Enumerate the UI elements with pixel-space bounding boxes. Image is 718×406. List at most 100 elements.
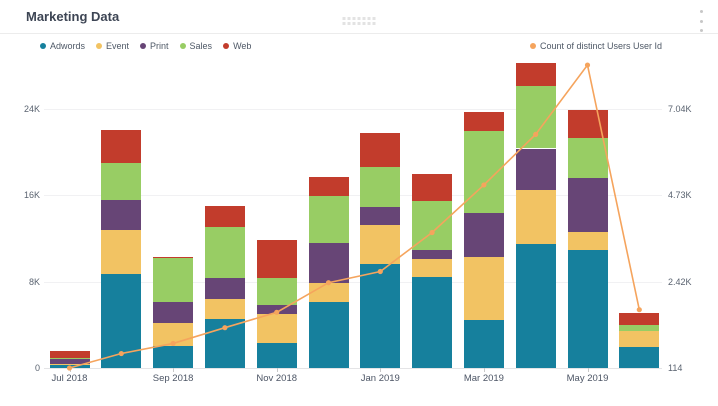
bar-segment-web[interactable] bbox=[463, 111, 504, 132]
legend-item-adwords[interactable]: Adwords bbox=[40, 41, 85, 51]
legend-label: Print bbox=[150, 41, 169, 51]
bar-segment-sales[interactable] bbox=[360, 166, 401, 207]
legend-item-event[interactable]: Event bbox=[96, 41, 129, 51]
line-point[interactable] bbox=[325, 280, 332, 286]
bar-segment-print[interactable] bbox=[204, 278, 245, 299]
gridline bbox=[44, 281, 662, 283]
bar-segment-adwords[interactable] bbox=[412, 277, 453, 368]
bar-segment-sales[interactable] bbox=[308, 196, 349, 243]
bar-segment-web[interactable] bbox=[256, 240, 297, 279]
legend-dot-icon bbox=[529, 43, 536, 49]
legend-label: Sales bbox=[189, 41, 213, 51]
x-axis-tick bbox=[380, 368, 382, 372]
bar-segment-print[interactable] bbox=[463, 213, 504, 257]
legend-label: Adwords bbox=[50, 41, 86, 51]
bar-segment-event[interactable] bbox=[619, 331, 660, 348]
gridline bbox=[44, 108, 662, 110]
bar-segment-event[interactable] bbox=[463, 256, 504, 321]
line-point[interactable] bbox=[274, 309, 280, 315]
bar-segment-adwords[interactable] bbox=[515, 243, 556, 368]
bar-segment-adwords[interactable] bbox=[360, 264, 401, 368]
bar-segment-print[interactable] bbox=[256, 305, 297, 314]
kebab-menu-icon[interactable] bbox=[696, 10, 706, 32]
x-axis-tick-label: Jul 2018 bbox=[51, 373, 88, 384]
bar-segment-print[interactable] bbox=[515, 148, 556, 190]
bar-segment-sales[interactable] bbox=[153, 257, 194, 303]
bar-segment-print[interactable] bbox=[308, 242, 349, 283]
bar-segment-event[interactable] bbox=[515, 189, 556, 244]
line-point[interactable] bbox=[118, 350, 124, 357]
line-point[interactable] bbox=[66, 365, 73, 371]
line-point[interactable] bbox=[222, 325, 228, 331]
line-point[interactable] bbox=[481, 182, 487, 188]
legend-item-count-of-distinct-users-user-id[interactable]: Count of distinct Users User Id bbox=[529, 41, 662, 51]
bar-segment-web[interactable] bbox=[360, 133, 401, 167]
bar-segment-print[interactable] bbox=[412, 250, 453, 259]
bar-segment-event[interactable] bbox=[567, 231, 608, 251]
line-point[interactable] bbox=[584, 62, 591, 68]
x-axis-tick-label: Nov 2018 bbox=[256, 373, 298, 384]
x-axis-line bbox=[44, 368, 662, 369]
bar-segment-web[interactable] bbox=[515, 63, 556, 86]
legend-label: Web bbox=[233, 41, 252, 51]
line-point[interactable] bbox=[170, 340, 176, 347]
bar-segment-event[interactable] bbox=[256, 313, 297, 344]
line-point[interactable] bbox=[429, 229, 435, 236]
bar-segment-event[interactable] bbox=[412, 258, 453, 278]
left-axis-tick-label: 8K bbox=[28, 276, 40, 287]
bar-segment-sales[interactable] bbox=[256, 278, 297, 306]
legend-dot-icon bbox=[223, 43, 230, 49]
bar-segment-sales[interactable] bbox=[101, 162, 142, 201]
bar-segment-event[interactable] bbox=[49, 363, 90, 365]
x-axis-tick-label: Jan 2019 bbox=[360, 373, 400, 384]
line-point[interactable] bbox=[533, 131, 539, 137]
bar-segment-web[interactable] bbox=[567, 109, 608, 138]
bar-segment-print[interactable] bbox=[101, 200, 142, 230]
bar-segment-sales[interactable] bbox=[567, 137, 608, 178]
x-axis-tick bbox=[173, 368, 175, 372]
bar-segment-adwords[interactable] bbox=[256, 343, 297, 368]
bar-segment-print[interactable] bbox=[153, 302, 194, 323]
bar-segment-adwords[interactable] bbox=[463, 320, 504, 368]
line-series-legend: Count of distinct Users User Id bbox=[529, 41, 662, 51]
bar-segment-web[interactable] bbox=[204, 205, 245, 228]
line-point[interactable] bbox=[377, 268, 383, 275]
legend-dot-icon bbox=[179, 43, 186, 49]
bar-segment-web[interactable] bbox=[49, 350, 90, 359]
bar-segment-adwords[interactable] bbox=[619, 347, 660, 368]
left-axis-tick-label: 16K bbox=[23, 190, 40, 200]
bar-segment-print[interactable] bbox=[360, 206, 401, 226]
legend-item-sales[interactable]: Sales bbox=[179, 41, 213, 51]
bar-segment-adwords[interactable] bbox=[308, 302, 349, 368]
bar-segment-print[interactable] bbox=[49, 359, 90, 364]
bar-segment-sales[interactable] bbox=[49, 358, 90, 360]
bar-series-legend: Adwords Event Print Sales Web bbox=[40, 41, 251, 51]
x-axis-tick bbox=[276, 368, 278, 372]
bar-segment-sales[interactable] bbox=[619, 325, 660, 332]
drag-handle-icon[interactable] bbox=[342, 17, 376, 25]
x-axis-tick-label: Sep 2018 bbox=[152, 373, 194, 384]
legend-item-web[interactable]: Web bbox=[223, 41, 251, 51]
legend-dot-icon bbox=[140, 43, 147, 49]
legend-label: Count of distinct Users User Id bbox=[539, 41, 662, 51]
x-axis-tick-label: May 2019 bbox=[566, 373, 609, 384]
legend-item-print[interactable]: Print bbox=[140, 41, 169, 51]
x-axis-tick bbox=[587, 368, 589, 372]
bar-segment-event[interactable] bbox=[101, 229, 142, 274]
bar-segment-print[interactable] bbox=[567, 177, 608, 232]
bar-segment-web[interactable] bbox=[619, 313, 660, 326]
bar-segment-event[interactable] bbox=[204, 298, 245, 320]
line-point[interactable] bbox=[636, 307, 642, 313]
bar-segment-web[interactable] bbox=[308, 176, 349, 197]
bar-segment-event[interactable] bbox=[360, 225, 401, 265]
bar-segment-event[interactable] bbox=[308, 282, 349, 303]
bar-segment-adwords[interactable] bbox=[567, 250, 608, 368]
bar-segment-adwords[interactable] bbox=[153, 346, 194, 368]
bar-segment-web[interactable] bbox=[153, 256, 194, 258]
bar-segment-web[interactable] bbox=[412, 174, 453, 202]
bar-segment-sales[interactable] bbox=[204, 227, 245, 279]
bar-segment-web[interactable] bbox=[101, 130, 142, 163]
line-path bbox=[69, 63, 641, 369]
